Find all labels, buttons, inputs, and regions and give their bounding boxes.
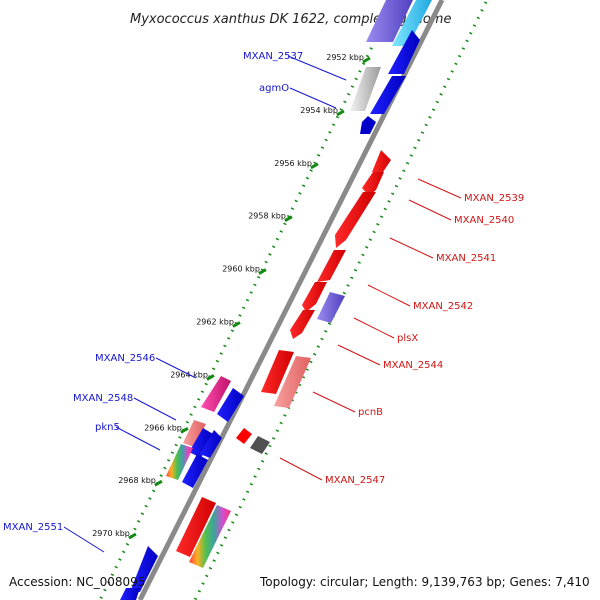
gene-feature[interactable]: [362, 172, 384, 196]
gene-feature[interactable]: [372, 150, 391, 172]
label-leader-line: [417, 178, 462, 199]
label-leader-line: [279, 457, 323, 481]
topology-text: Topology: circular; Length: 9,139,763 bp…: [259, 575, 590, 589]
gene-feature[interactable]: [183, 420, 206, 447]
gene-feature[interactable]: [261, 350, 294, 394]
gene-feature[interactable]: [250, 436, 270, 454]
ruler-tick: [362, 56, 371, 64]
gene-feature[interactable]: [217, 388, 244, 422]
ruler-tick: [258, 268, 267, 275]
gene-label-mxan-2541[interactable]: MXAN_2541: [436, 253, 496, 264]
gene-feature[interactable]: [302, 282, 327, 312]
gene-feature[interactable]: [290, 310, 315, 339]
gene-feature[interactable]: [189, 505, 231, 568]
ruler-tick: [180, 426, 189, 434]
gene-feature[interactable]: [189, 428, 213, 458]
gene-feature[interactable]: [166, 444, 193, 480]
ruler-tick-label: 2968 kbp: [118, 476, 156, 485]
ruler-tick-label: 2952 kbp: [326, 53, 364, 62]
ruler-tick-label: 2960 kbp: [222, 265, 260, 274]
gene-label-mxan-2544[interactable]: MXAN_2544: [383, 360, 443, 371]
gene-label-mxan-2542[interactable]: MXAN_2542: [413, 301, 473, 312]
ruler-tick: [336, 109, 345, 117]
gene-feature[interactable]: [182, 454, 208, 488]
gene-label-pkn5[interactable]: pkn5: [95, 422, 120, 433]
ruler-tick: [284, 215, 293, 223]
ruler-tick-label: 2970 kbp: [92, 529, 130, 538]
gene-label-agmo[interactable]: agmO: [259, 83, 289, 94]
ruler-tick: [232, 321, 241, 328]
gene-feature[interactable]: [200, 430, 222, 458]
ruler-tick: [206, 374, 215, 381]
label-leader-line: [155, 357, 197, 379]
label-leader-line: [289, 87, 337, 109]
ruler-tick-label: 2956 kbp: [274, 159, 312, 168]
label-leader-line: [312, 391, 356, 413]
gene-feature[interactable]: [317, 250, 346, 282]
gene-feature[interactable]: [120, 588, 140, 600]
label-leader-line: [367, 284, 411, 307]
label-leader-line: [63, 526, 105, 553]
gene-label-mxan-2548[interactable]: MXAN_2548: [73, 393, 133, 404]
ruler-dots-inner: [98, 1, 396, 600]
gene-label-mxan-2551[interactable]: MXAN_2551: [3, 522, 63, 533]
gene-feature[interactable]: [317, 292, 345, 323]
gene-feature[interactable]: [236, 428, 252, 444]
gene-label-mxan-2547[interactable]: MXAN_2547: [325, 475, 385, 486]
ruler-tick-label: 2958 kbp: [248, 212, 286, 221]
gene-label-mxan-2540[interactable]: MXAN_2540: [454, 215, 514, 226]
label-leaders: [63, 55, 462, 553]
gene-feature[interactable]: [130, 546, 158, 592]
gene-feature[interactable]: [335, 192, 376, 248]
gene-feature[interactable]: [388, 30, 420, 74]
label-leader-line: [133, 397, 177, 421]
gene-label-mxan-2537[interactable]: MXAN_2537: [243, 51, 303, 62]
gene-feature[interactable]: [201, 376, 231, 412]
ruler-tick-label: 2966 kbp: [144, 423, 182, 432]
gene-feature[interactable]: [360, 116, 376, 134]
gene-feature[interactable]: [176, 497, 216, 557]
gene-label-pcnb[interactable]: pcnB: [358, 407, 383, 418]
gene-feature[interactable]: [370, 76, 406, 114]
gene-feature[interactable]: [366, 0, 413, 42]
ruler-tick: [154, 479, 163, 487]
gene-label-mxan-2546[interactable]: MXAN_2546: [95, 353, 155, 364]
ruler-tick: [310, 162, 319, 170]
ruler-tick-label: 2954 kbp: [300, 106, 338, 115]
label-leader-line: [408, 199, 452, 221]
genome-title: Myxococcus xanthus DK 1622, complete gen…: [130, 12, 451, 27]
label-leader-line: [389, 237, 434, 259]
label-leader-line: [337, 344, 381, 366]
ruler-tick: [128, 532, 137, 540]
gene-features: [120, 0, 432, 600]
label-leader-line: [115, 426, 161, 451]
gene-feature[interactable]: [392, 0, 432, 46]
label-leader-line: [287, 55, 347, 81]
gene-feature[interactable]: [274, 356, 311, 408]
accession-text: Accession: NC_008095: [9, 575, 145, 589]
gene-label-plsx[interactable]: plsX: [397, 333, 418, 344]
label-leader-line: [353, 317, 395, 339]
gene-label-mxan-2539[interactable]: MXAN_2539: [464, 193, 524, 204]
gene-feature[interactable]: [350, 67, 381, 111]
ruler-tick-label: 2962 kbp: [196, 318, 234, 327]
